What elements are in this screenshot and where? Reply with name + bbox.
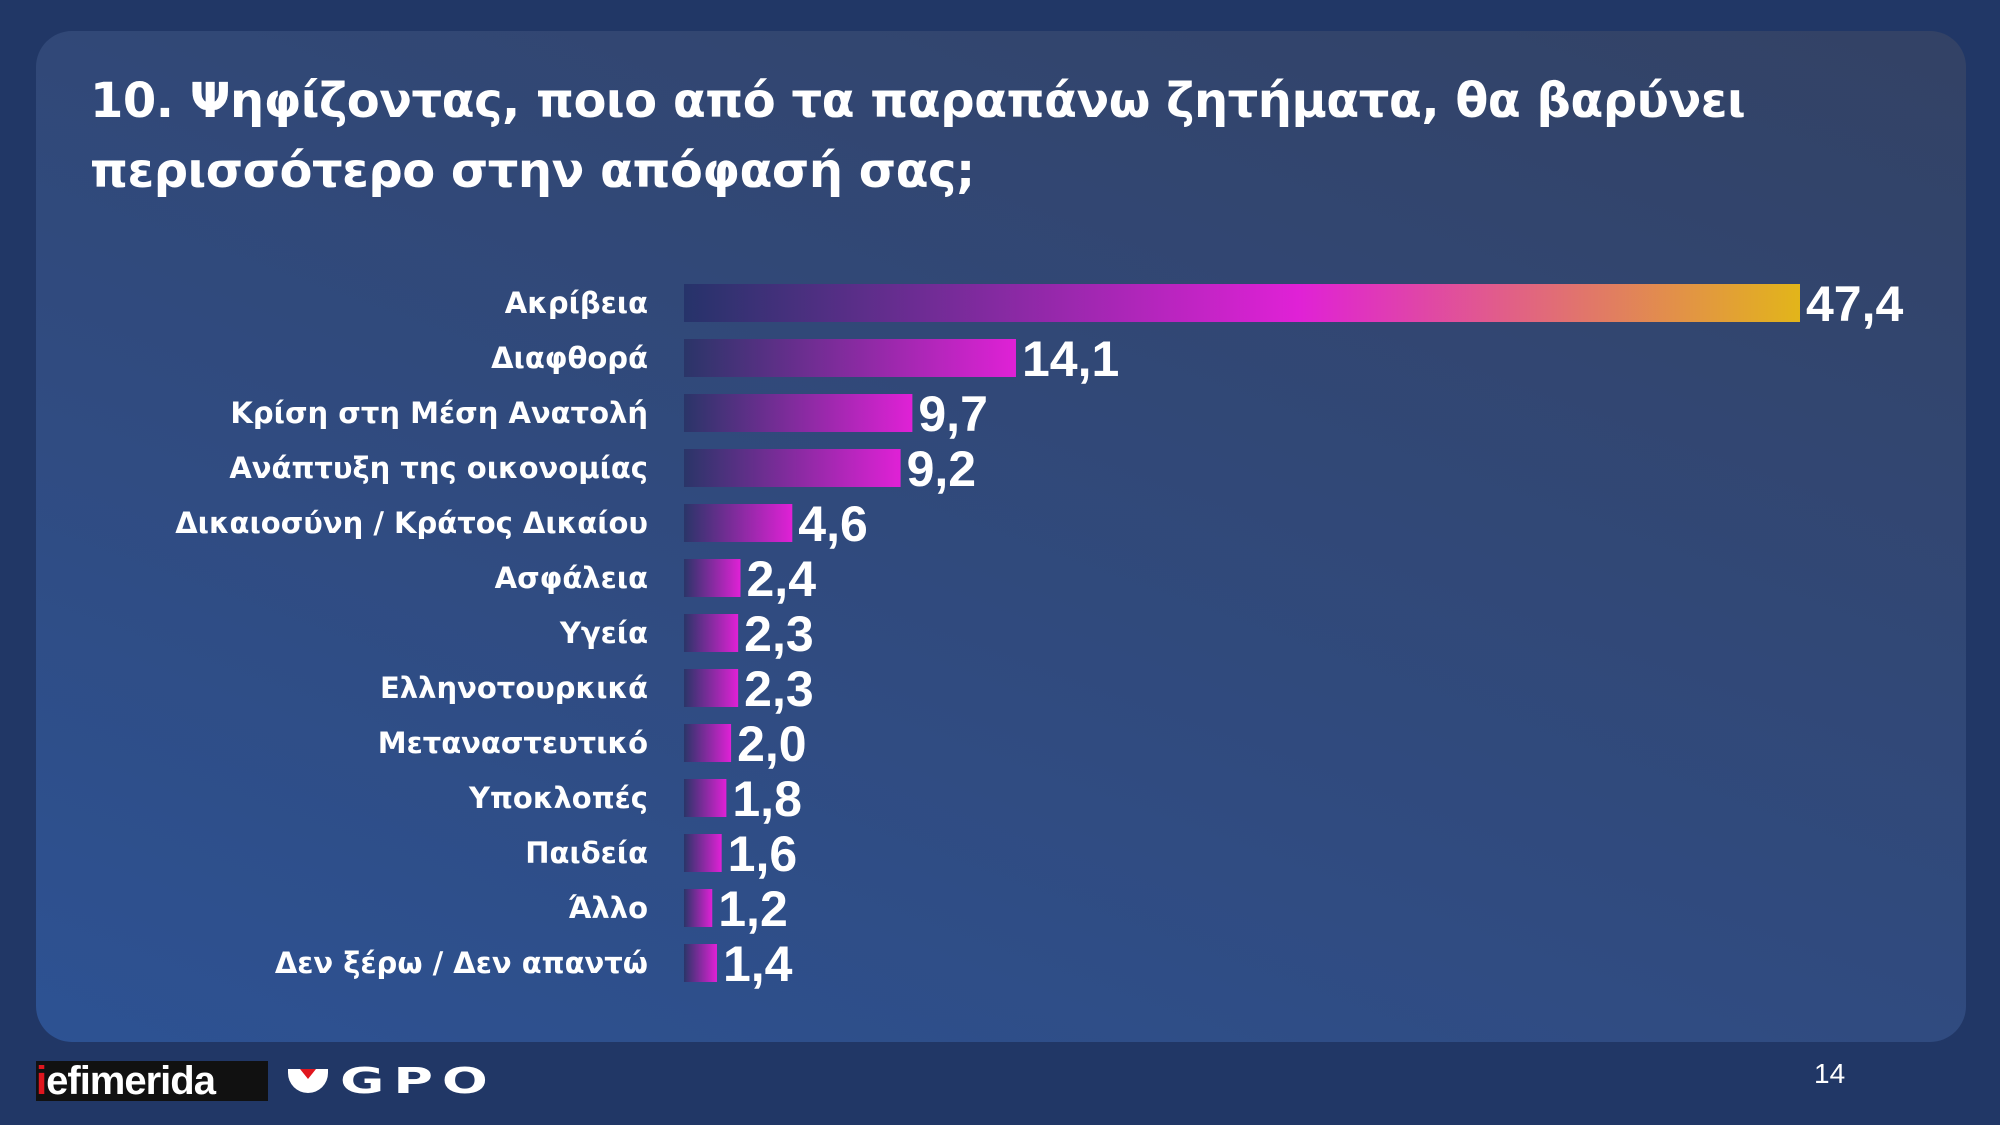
bar bbox=[684, 449, 901, 487]
value-label: 14,1 bbox=[1022, 331, 1119, 387]
value-label: 4,6 bbox=[798, 496, 868, 552]
bar bbox=[684, 669, 739, 707]
chart-title: 10. Ψηφίζοντας, ποιο από τα παραπάνω ζητ… bbox=[90, 73, 1746, 199]
value-label: 1,4 bbox=[723, 936, 793, 992]
bar bbox=[684, 394, 913, 432]
bar bbox=[684, 284, 1800, 322]
bar bbox=[684, 889, 713, 927]
chart-card bbox=[36, 31, 1966, 1042]
category-label: Υγεία bbox=[559, 616, 648, 650]
category-label: Μεταναστευτικό bbox=[378, 726, 648, 760]
value-label: 1,6 bbox=[728, 826, 798, 882]
value-label: 1,2 bbox=[718, 881, 788, 937]
value-label: 9,7 bbox=[918, 386, 988, 442]
value-label: 47,4 bbox=[1806, 276, 1904, 332]
category-label: Ασφάλεια bbox=[495, 561, 648, 595]
bar bbox=[684, 834, 722, 872]
category-label: Ακρίβεια bbox=[505, 286, 648, 320]
category-label: Δεν ξέρω / Δεν απαντώ bbox=[275, 946, 648, 980]
category-label: Κρίση στη Μέση Ανατολή bbox=[230, 396, 648, 430]
gpo-logo: GPO bbox=[288, 1061, 488, 1102]
bar bbox=[684, 614, 739, 652]
value-label: 2,3 bbox=[744, 606, 814, 662]
bar bbox=[684, 944, 717, 982]
iefimerida-logo: iefimerida bbox=[36, 1061, 268, 1101]
value-label: 9,2 bbox=[907, 441, 977, 497]
category-label: Ανάπτυξη της οικονομίας bbox=[229, 451, 648, 485]
value-label: 2,0 bbox=[737, 716, 807, 772]
page-number: 14 bbox=[1814, 1058, 1846, 1089]
bar bbox=[684, 559, 741, 597]
bar bbox=[684, 339, 1016, 377]
bar bbox=[684, 724, 732, 762]
category-label: Παιδεία bbox=[525, 836, 648, 870]
category-label: Υποκλοπές bbox=[468, 781, 648, 815]
category-label: Άλλο bbox=[568, 891, 648, 925]
gpo-mark-icon bbox=[288, 1069, 328, 1093]
value-label: 2,3 bbox=[744, 661, 814, 717]
value-label: 1,8 bbox=[732, 771, 802, 827]
category-label: Δικαιοσύνη / Κράτος Δικαίου bbox=[175, 506, 648, 540]
bar bbox=[684, 779, 727, 817]
value-label: 2,4 bbox=[747, 551, 817, 607]
bar bbox=[684, 504, 793, 542]
category-label: Διαφθορά bbox=[491, 341, 648, 375]
category-label: Ελληνοτουρκικά bbox=[380, 671, 648, 705]
